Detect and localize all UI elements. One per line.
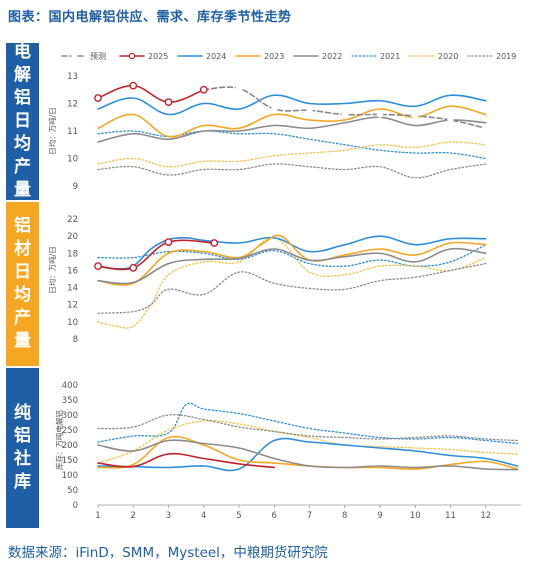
panel-2-series-2024: [97, 235, 487, 270]
x-tick-label: 5: [236, 511, 241, 521]
panel-3-ytick-label: 250: [62, 426, 78, 436]
panel-3-ytick-label: 300: [62, 411, 78, 421]
panel-3-ytick-label: 200: [62, 441, 78, 451]
panel-1-series-2024: [97, 94, 487, 116]
panel-3-ytick-label: 0: [73, 501, 78, 511]
panel-1-ytick-label: 10: [67, 155, 78, 165]
source-note: 数据来源：iFinD，SMM，Mysteel，中粮期货研究院: [8, 545, 328, 561]
legend-label-2020: 2020: [438, 52, 458, 61]
panel-2-series-2019: [97, 262, 487, 314]
x-tick-label: 11: [445, 511, 456, 521]
panel-1-point-预测-4: [306, 107, 313, 114]
panel-3-series-2021: [97, 402, 519, 445]
panel-2-series-2022: [97, 247, 487, 285]
legend-marker-2025: [128, 52, 136, 60]
x-tick-label: 1: [95, 511, 100, 521]
legend-label-2022: 2022: [322, 52, 342, 61]
panel-2-point-2025-2: [129, 263, 138, 272]
panel-1-point-预测-8: [447, 116, 454, 124]
panel-3-series-2022: [97, 439, 519, 471]
panel-2-series-2023: [97, 234, 487, 286]
panel-1-point-预测-9: [482, 125, 489, 132]
side-label-aluminum-product-output: 铝材日均产量: [6, 202, 39, 366]
legend-label-预测: 预测: [90, 51, 106, 61]
panel-2-point-2025-4: [210, 239, 219, 247]
x-tick-label: 9: [377, 511, 382, 521]
panel-2-series-2025: [97, 239, 216, 271]
panel-1-point-2025-4: [199, 85, 208, 94]
panel-1-point-2025-2: [129, 81, 138, 90]
side-label-electrolytic-aluminum-output: 电解铝日均产量: [6, 42, 39, 200]
panel-1-point-2025-3: [164, 98, 173, 107]
chart-title: 图表：国内电解铝供应、需求、库存季节性走势: [8, 10, 292, 25]
panel-1-series-2019: [97, 163, 487, 179]
x-tick-label: 6: [272, 511, 277, 521]
panel-2-ytick-label: 16: [67, 266, 78, 276]
panel-1-point-预测-5: [341, 111, 348, 118]
side-label-aluminum-social-inventory: 纯铝社库: [6, 368, 39, 528]
x-tick-label: 8: [342, 511, 347, 521]
panel-1-series-2022: [97, 116, 487, 143]
panel-1-point-预测-2: [235, 85, 243, 92]
panel-3-series-2025: [97, 452, 276, 469]
panel-3-series-2019: [97, 414, 519, 442]
panel-1-ytick-label: 12: [67, 100, 78, 110]
panel-2-ytick-label: 20: [67, 232, 78, 242]
panel-3-ytick-label: 100: [62, 471, 78, 481]
x-tick-label: 2: [131, 511, 136, 521]
panel-3-ytick-label: 150: [62, 456, 78, 466]
legend-label-2024: 2024: [206, 52, 226, 61]
panel-1-series-2020: [97, 141, 487, 168]
legend-label-2021: 2021: [380, 52, 400, 61]
x-tick-label: 10: [410, 511, 421, 521]
panel-2-ytick-label: 10: [67, 318, 78, 328]
x-tick-label: 3: [166, 511, 171, 521]
panel-3-ytick-label: 50: [67, 486, 78, 496]
panel-2-ytick-label: 8: [73, 335, 78, 345]
legend-label-2025: 2025: [148, 52, 168, 61]
panel-2-point-2025-3: [164, 238, 173, 247]
x-tick-label: 4: [201, 511, 206, 521]
panel-1-series-2025: [97, 84, 205, 103]
panel-1-point-2025-1: [94, 94, 102, 102]
panel-1-point-预测-6: [376, 111, 384, 118]
panel-1-ytick-label: 9: [73, 182, 78, 192]
legend-marker-预测: [71, 53, 77, 59]
panel-3-ytick-label: 350: [62, 396, 78, 406]
panel-1-y-axis-label: 日均：万吨/日: [47, 107, 57, 155]
panel-2-ytick-label: 14: [67, 284, 78, 294]
panel-2-ytick-label: 22: [67, 215, 78, 225]
panel-2-y-axis-label: 日均：万吨/日: [47, 246, 57, 294]
panel-1-ytick-label: 11: [67, 127, 78, 137]
panel-2-ytick-label: 18: [67, 249, 78, 259]
panel-3-y-axis-label: 库存：万吨电解铝: [54, 410, 64, 470]
x-tick-label: 7: [307, 511, 312, 521]
x-tick-label: 12: [480, 511, 491, 521]
panel-1-series-2023: [97, 105, 487, 138]
panel-2-ytick-label: 12: [67, 301, 78, 311]
panel-1-point-预测-3: [271, 105, 278, 113]
panel-3-ytick-label: 400: [62, 381, 78, 391]
legend-label-2023: 2023: [264, 52, 284, 61]
panel-1-point-预测-7: [412, 112, 419, 120]
panel-3-series-2020: [97, 420, 519, 464]
panel-3-series-2024: [97, 437, 519, 472]
legend-label-2019: 2019: [496, 52, 516, 61]
panel-2-point-2025-1: [94, 262, 102, 271]
panel-1-ytick-label: 13: [67, 72, 78, 82]
